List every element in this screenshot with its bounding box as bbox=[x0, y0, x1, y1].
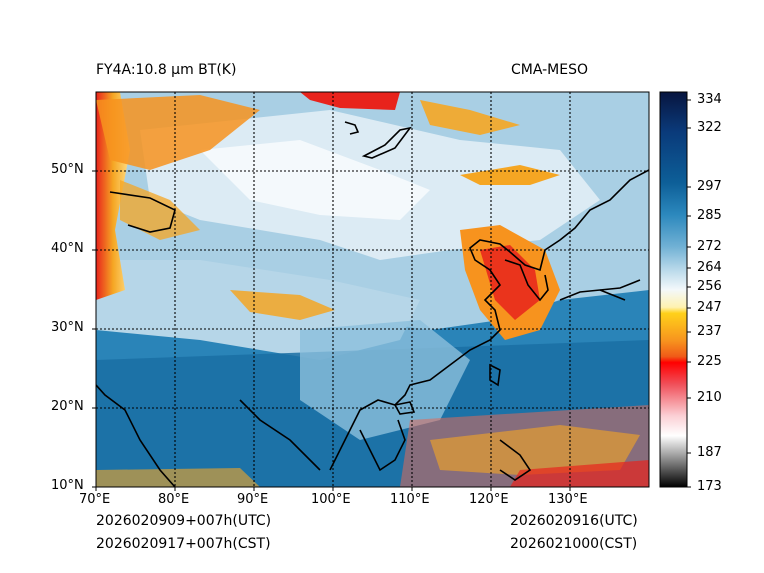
colorbar-label-237: 237 bbox=[697, 324, 722, 339]
graticule bbox=[96, 92, 649, 487]
colorbar-label-334: 334 bbox=[697, 92, 722, 107]
lon-label-110e: 110°E bbox=[390, 492, 430, 507]
model-name: CMA-MESO bbox=[511, 62, 589, 78]
colorbar-label-225: 225 bbox=[697, 354, 722, 369]
colorbar-label-256: 256 bbox=[697, 279, 722, 294]
lat-label-20n: 20°N bbox=[51, 399, 84, 414]
axis-tick-marks bbox=[92, 170, 571, 491]
colorbar-label-322: 322 bbox=[697, 120, 722, 135]
satellite-field bbox=[96, 92, 649, 487]
lat-label-10n: 10°N bbox=[51, 478, 84, 493]
colorbar bbox=[659, 91, 688, 488]
colorbar-label-247: 247 bbox=[697, 300, 722, 315]
map-title: FY4A:10.8 µm BT(K) bbox=[96, 62, 237, 78]
colorbar-tick-marks bbox=[687, 99, 691, 488]
lon-label-100e: 100°E bbox=[311, 492, 351, 507]
lat-label-40n: 40°N bbox=[51, 241, 84, 256]
colorbar-label-264: 264 bbox=[697, 260, 722, 275]
valid-time-utc: 2026020916(UTC) bbox=[510, 513, 638, 529]
lon-label-80e: 80°E bbox=[158, 492, 190, 507]
init-time-utc: 2026020909+007h(UTC) bbox=[96, 513, 272, 529]
lat-label-50n: 50°N bbox=[51, 162, 84, 177]
lon-label-130e: 130°E bbox=[548, 492, 588, 507]
colorbar-label-297: 297 bbox=[697, 179, 722, 194]
lat-label-30n: 30°N bbox=[51, 320, 84, 335]
lon-label-70e: 70°E bbox=[79, 492, 111, 507]
colorbar-label-173: 173 bbox=[697, 479, 722, 494]
lon-label-120e: 120°E bbox=[469, 492, 509, 507]
lon-label-90e: 90°E bbox=[237, 492, 269, 507]
init-time-cst: 2026020917+007h(CST) bbox=[96, 536, 271, 552]
valid-time-cst: 2026021000(CST) bbox=[510, 536, 638, 552]
colorbar-label-210: 210 bbox=[697, 390, 722, 405]
colorbar-label-285: 285 bbox=[697, 208, 722, 223]
map-frame bbox=[95, 91, 650, 488]
colorbar-label-272: 272 bbox=[697, 239, 722, 254]
coastlines bbox=[96, 121, 649, 487]
colorbar-label-187: 187 bbox=[697, 445, 722, 460]
